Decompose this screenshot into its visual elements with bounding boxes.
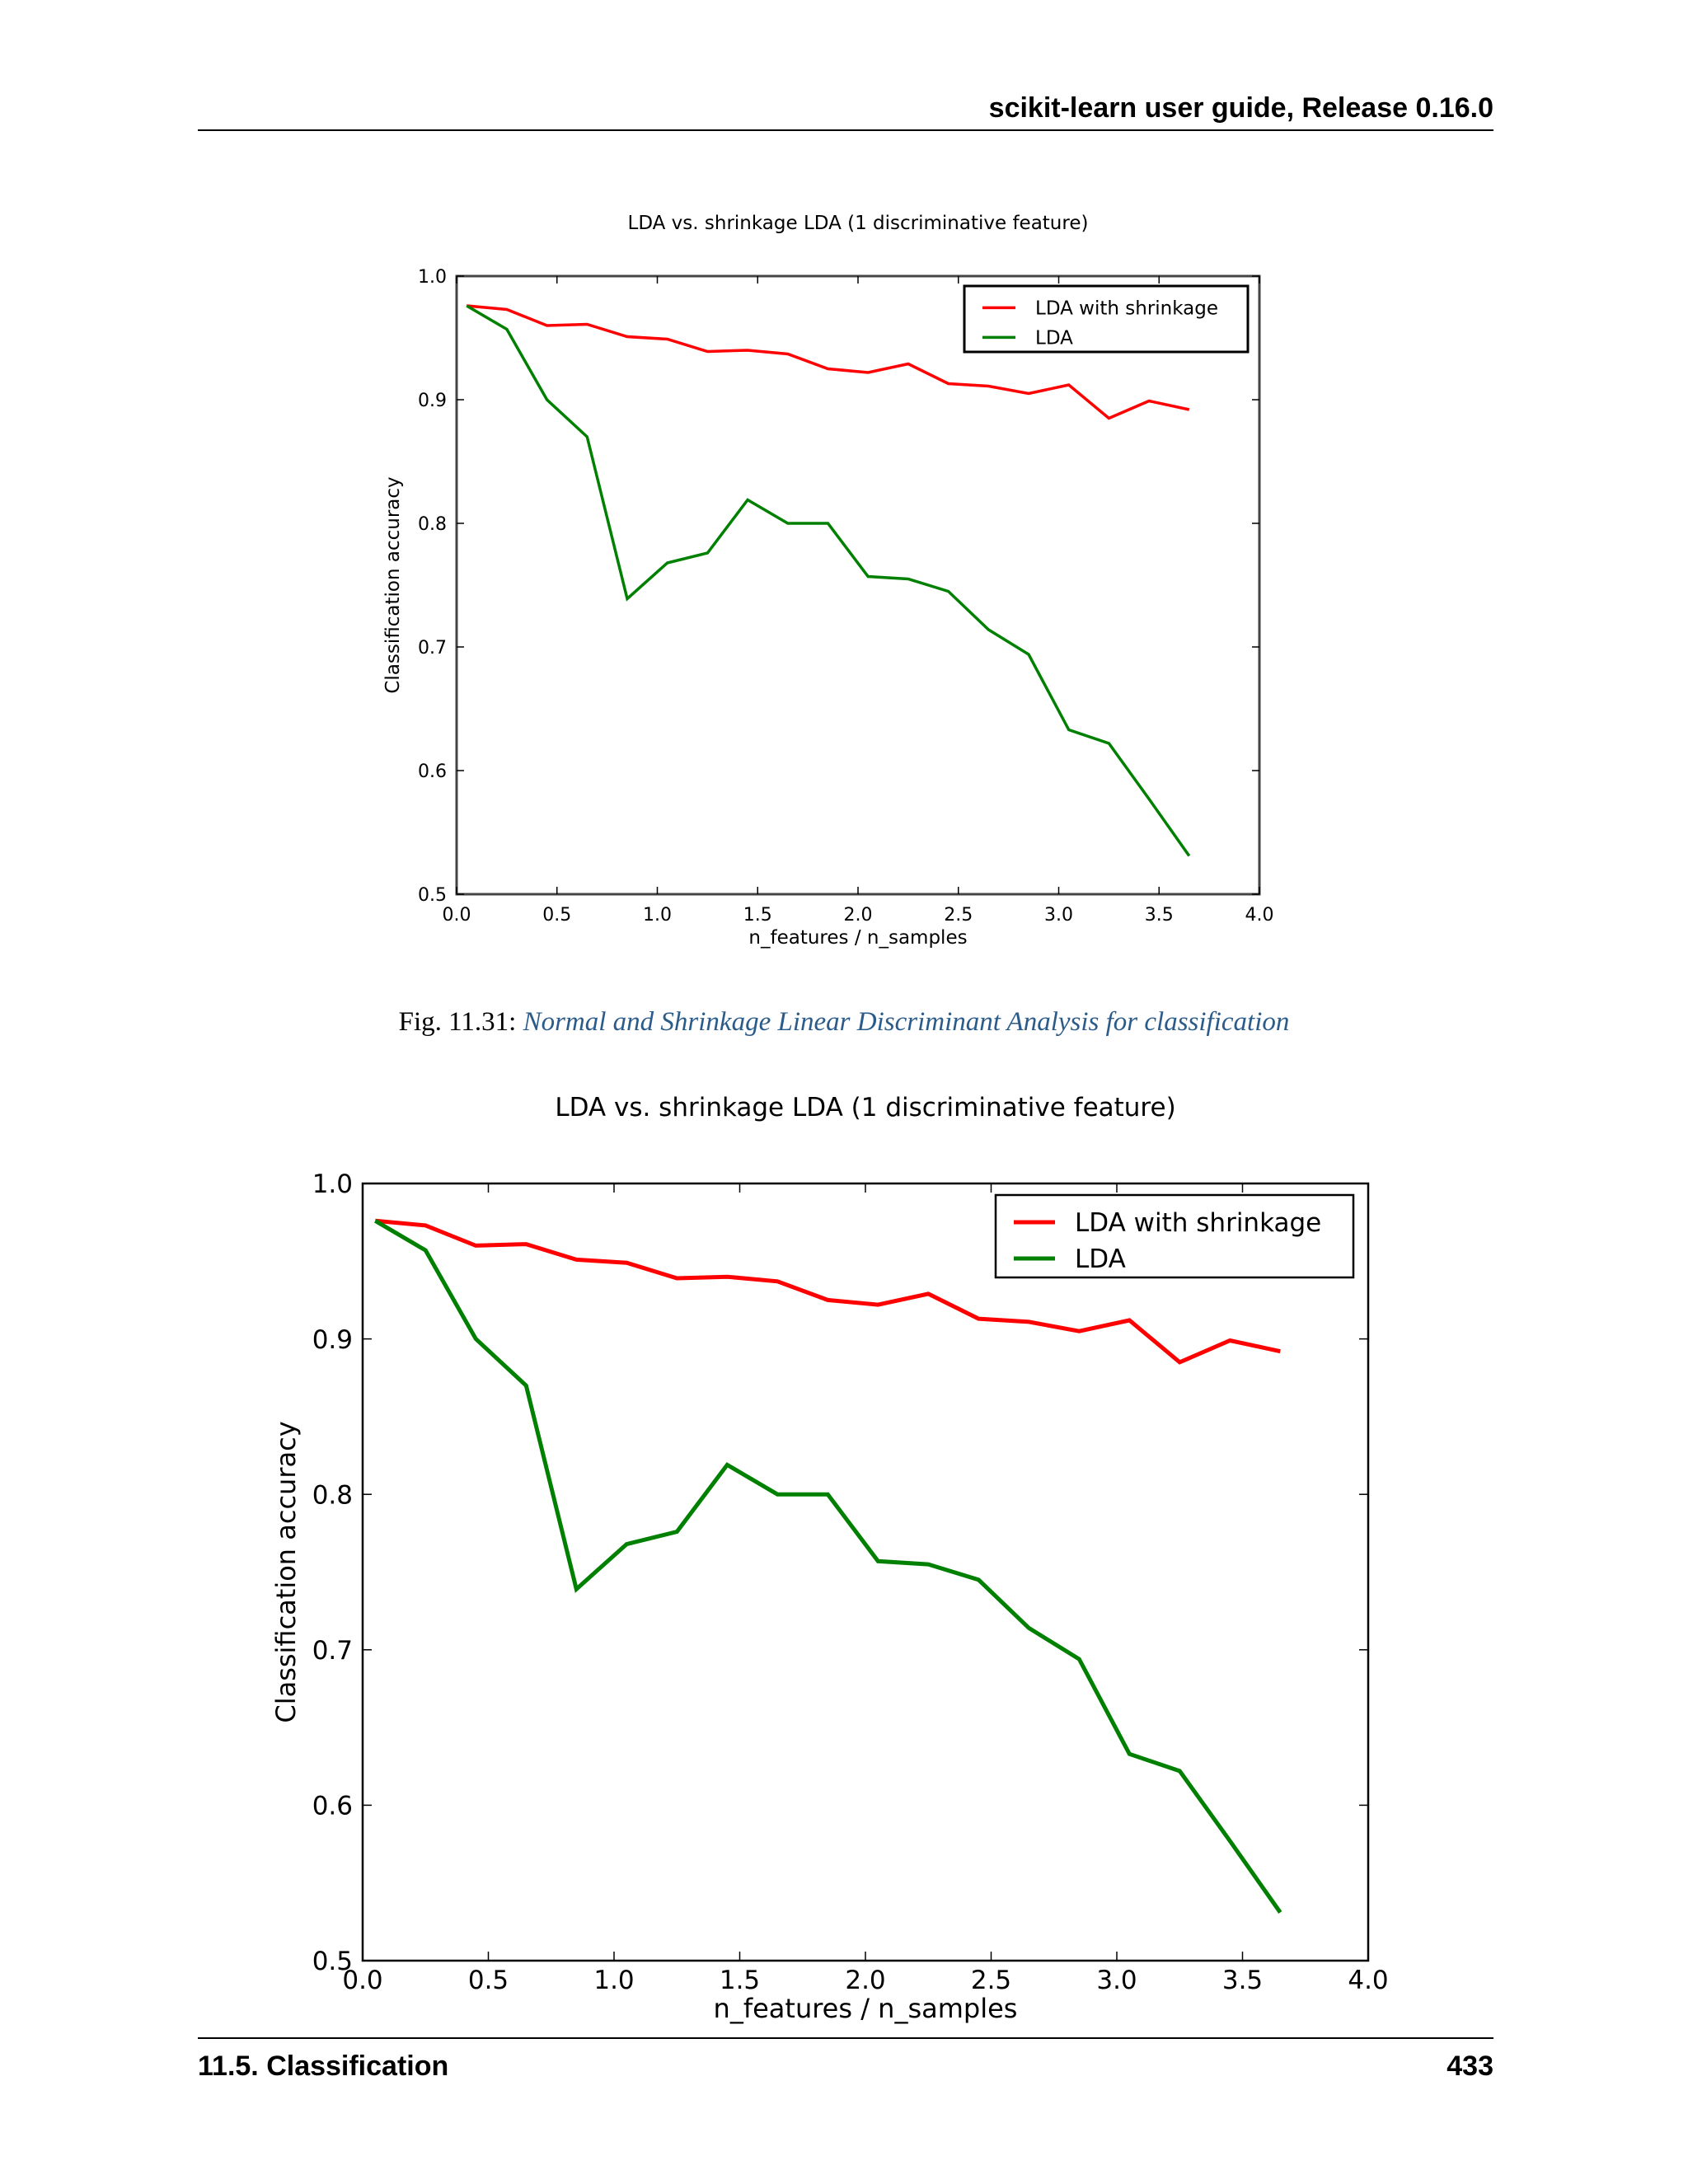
footer-section: 11.5. Classification [198,2050,449,2082]
x-tick-label: 3.5 [1222,1966,1263,1995]
y-tick-label: 0.8 [312,1480,353,1510]
x-tick-label: 2.5 [971,1966,1011,1995]
y-tick-label: 0.6 [418,762,447,782]
x-tick-label: 0.0 [342,1966,382,1995]
chart-large-lda-comparison: LDA vs. shrinkage LDA (1 discriminative … [270,1093,1389,2024]
figure-caption-link[interactable]: Normal and Shrinkage Linear Discriminant… [523,1007,1290,1037]
y-tick-label: 0.5 [312,1947,353,1976]
x-tick-label: 1.5 [720,1966,760,1995]
x-tick-label: 3.0 [1096,1966,1137,1995]
chart-small-lda-comparison: LDA vs. shrinkage LDA (1 discriminative … [382,213,1274,949]
running-header-title: scikit-learn user guide, Release 0.16.0 [988,92,1493,124]
x-tick-label: 3.0 [1044,905,1073,926]
legend-box [963,284,1250,354]
footer-rule [198,2037,1493,2039]
series-line-lda-with-shrinkage [375,1218,1281,1365]
legend-box [994,1193,1355,1279]
legend-label-lda-with-shrinkage: LDA with shrinkage [1075,1208,1321,1238]
x-tick-label: 2.0 [845,1966,885,1995]
y-tick-label: 1.0 [312,1169,353,1199]
x-tick-label: 1.0 [593,1966,634,1995]
x-tick-label: 1.5 [743,905,772,926]
series-line-lda [374,1219,1282,1914]
series-line-lda [466,304,1191,857]
y-tick-label: 0.9 [418,391,447,411]
y-tick-label: 0.9 [312,1325,353,1355]
chart-title: LDA vs. shrinkage LDA (1 discriminative … [628,213,1089,234]
y-tick-label: 0.5 [418,885,447,906]
x-tick-label: 3.5 [1145,905,1174,926]
legend-label-lda-with-shrinkage: LDA with shrinkage [1035,298,1218,320]
series-line-lda-with-shrinkage [467,304,1190,420]
figure-caption: Fig. 11.31: Normal and Shrinkage Linear … [0,1007,1688,1038]
y-tick-label: 0.8 [418,514,447,535]
header-rule [198,129,1493,131]
x-axis-label: n_features / n_samples [714,1993,1018,2024]
x-tick-label: 0.5 [468,1966,509,1995]
y-axis-label: Classification accuracy [382,476,404,693]
chart-title: LDA vs. shrinkage LDA (1 discriminative … [555,1093,1175,1122]
plot-frame [455,274,1261,896]
y-tick-label: 0.6 [312,1792,353,1821]
footer-page-number: 433 [1447,2050,1493,2082]
plot-frame [361,1182,1370,1962]
x-tick-label: 2.5 [944,905,973,926]
x-axis-label: n_features / n_samples [748,927,967,949]
x-tick-label: 4.0 [1348,1966,1388,1995]
x-tick-label: 0.5 [542,905,571,926]
y-tick-label: 0.7 [312,1636,353,1666]
x-tick-label: 2.0 [844,905,873,926]
legend-label-lda: LDA [1075,1244,1126,1274]
figure-label: Fig. 11.31: [398,1007,517,1037]
y-tick-label: 1.0 [418,267,447,288]
legend-label-lda: LDA [1035,328,1073,349]
x-tick-label: 1.0 [643,905,672,926]
x-tick-label: 0.0 [443,905,471,926]
y-axis-label: Classification accuracy [270,1421,302,1722]
y-tick-label: 0.7 [418,638,447,658]
x-tick-label: 4.0 [1245,905,1274,926]
